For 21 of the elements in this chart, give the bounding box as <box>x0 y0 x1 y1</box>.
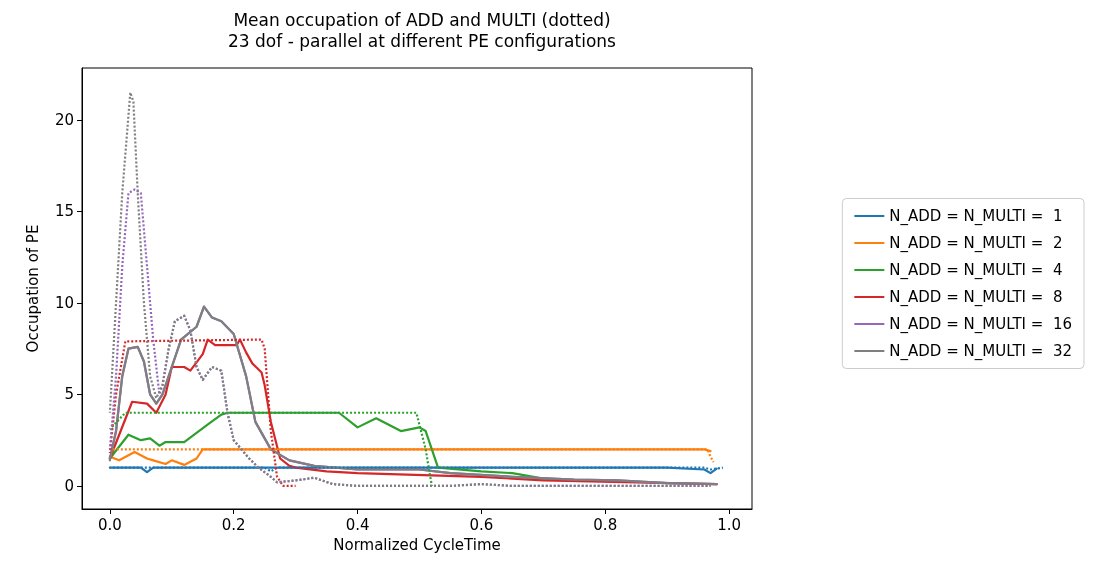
x-tick-label: 0.8 <box>593 515 618 534</box>
y-tick-label: 0 <box>64 476 74 495</box>
legend-label: N_ADD = N_MULTI = 8 <box>889 288 1063 307</box>
x-axis-title: Normalized CycleTime <box>333 535 501 554</box>
y-tick-label: 20 <box>54 110 74 129</box>
x-tick-label: 0.2 <box>221 515 246 534</box>
y-axis-title: Occupation of PE <box>23 224 42 353</box>
legend-label: N_ADD = N_MULTI = 2 <box>889 234 1063 253</box>
legend-label: N_ADD = N_MULTI = 32 <box>889 342 1073 361</box>
x-tick-label: 1.0 <box>717 515 742 534</box>
chart-subtitle: 23 dof - parallel at different PE configurations <box>228 30 617 51</box>
x-tick-label: 0.6 <box>469 515 494 534</box>
x-tick-label: 0.0 <box>97 515 122 534</box>
legend-label: N_ADD = N_MULTI = 1 <box>889 207 1063 226</box>
y-tick-label: 15 <box>54 202 74 221</box>
y-tick-label: 5 <box>64 385 74 404</box>
chart-title: Mean occupation of ADD and MULTI (dotted) <box>233 9 611 30</box>
x-tick-label: 0.4 <box>345 515 370 534</box>
y-tick-label: 10 <box>54 293 74 312</box>
legend-label: N_ADD = N_MULTI = 16 <box>889 315 1073 334</box>
legend-label: N_ADD = N_MULTI = 4 <box>889 261 1063 280</box>
